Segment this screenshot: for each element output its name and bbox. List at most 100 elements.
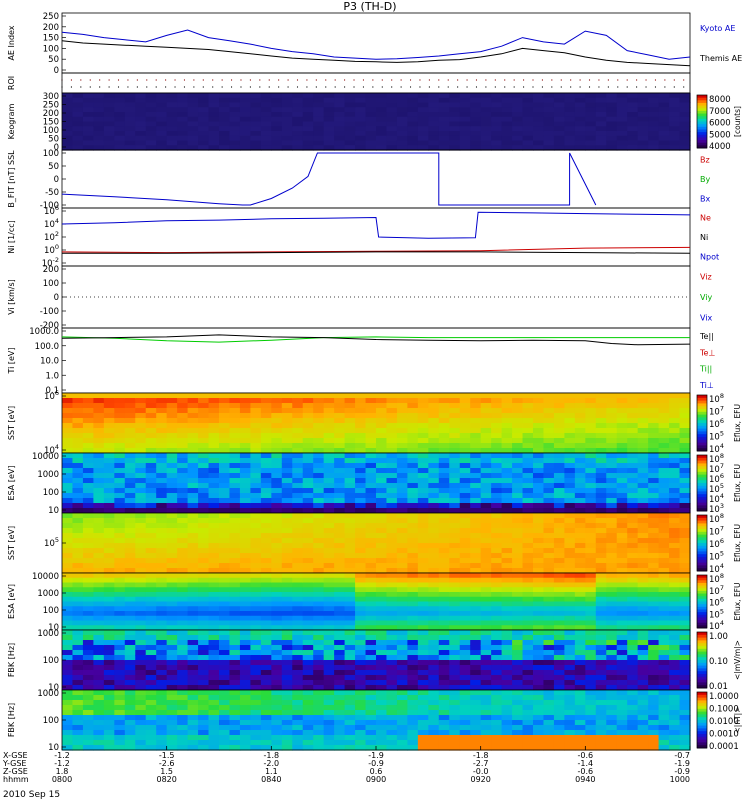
heat-cell (585, 393, 597, 399)
heat-cell (512, 403, 524, 409)
heat-cell (208, 523, 220, 529)
heat-cell (156, 740, 168, 746)
heat-cell (501, 592, 513, 598)
heat-cell (145, 705, 157, 711)
heat-cell (281, 670, 293, 676)
heat-cell (219, 690, 231, 696)
heat-cell (93, 513, 105, 519)
heat-cell (533, 140, 545, 146)
heat-cell (103, 543, 115, 549)
heat-cell (470, 665, 482, 671)
heat-cell (271, 606, 283, 612)
colorbar-fbk_e: 1.000.100.01<|mV/m|> (696, 631, 742, 692)
heat-cell (386, 582, 398, 588)
heat-cell (208, 680, 220, 686)
heat-cell (595, 398, 607, 404)
heat-cell (648, 558, 660, 564)
colorbar-swatch (697, 640, 707, 644)
heat-cell (239, 720, 251, 726)
heat-cell (679, 503, 691, 509)
ytick-label: -100 (40, 307, 59, 317)
heat-cell (658, 592, 670, 598)
heat-cell (145, 483, 157, 489)
roi-dot (504, 79, 506, 81)
heat-cell (386, 102, 398, 108)
heat-cell (365, 403, 377, 409)
heat-cell (669, 670, 681, 676)
heat-cell (229, 93, 241, 99)
heat-cell (376, 625, 388, 631)
heat-cell (679, 468, 691, 474)
heat-cell (145, 735, 157, 741)
heat-cell (553, 131, 565, 137)
heat-cell (344, 121, 356, 127)
heat-cell (491, 553, 503, 559)
roi-dot (108, 79, 110, 81)
roi-dot (315, 86, 317, 88)
heat-cell (135, 615, 147, 622)
heat-cell (239, 121, 251, 127)
colorbar-swatch (697, 403, 707, 407)
heat-cell (93, 528, 105, 534)
colorbar-swatch (697, 108, 707, 112)
heat-cell (585, 601, 597, 607)
heat-cell (260, 393, 272, 399)
heat-cell (553, 606, 565, 612)
heat-cell (198, 563, 210, 569)
heat-cell (365, 503, 377, 509)
heat-cell (386, 592, 398, 598)
heat-cell (250, 513, 262, 519)
heat-cell (156, 558, 168, 564)
heat-cell (271, 97, 283, 104)
heat-cell (239, 448, 251, 454)
heat-cell (658, 473, 670, 479)
heat-cell (512, 630, 524, 636)
colorbar-swatch (697, 625, 707, 629)
heat-cell (553, 620, 565, 626)
heat-cell (533, 116, 545, 123)
heat-cell (187, 418, 199, 424)
heat-cell (82, 582, 94, 588)
heat-cell (323, 140, 335, 146)
heat-cell (250, 640, 262, 646)
heat-cell (302, 523, 314, 529)
heat-cell (533, 493, 545, 499)
heat-cell (156, 518, 168, 524)
heat-cell (449, 448, 461, 454)
roi-dot (466, 79, 468, 81)
heat-cell (281, 582, 293, 588)
heat-cell (658, 558, 670, 564)
heat-cell (271, 433, 283, 439)
heat-cell (386, 675, 398, 681)
heat-cell (522, 393, 534, 399)
heat-cell (658, 568, 670, 574)
heat-cell (679, 518, 691, 524)
heat-cell (145, 438, 157, 444)
heat-cell (302, 625, 314, 631)
heat-cell (145, 508, 157, 514)
heat-cell (219, 587, 231, 593)
heat-cell (543, 548, 555, 554)
colorbar-swatch (697, 423, 707, 427)
heat-cell (62, 135, 74, 142)
heat-cell (543, 428, 555, 434)
heat-cell (219, 635, 231, 641)
heat-cell (187, 650, 199, 656)
heat-cell (229, 655, 241, 661)
heat-cell (606, 650, 618, 656)
heat-cell (407, 145, 419, 151)
heat-cell (522, 398, 534, 404)
heat-cell (177, 443, 189, 449)
heat-cell (124, 543, 136, 549)
heat-cell (114, 730, 126, 736)
heat-cell (606, 428, 618, 434)
heat-cell (239, 740, 251, 746)
heat-cell (302, 528, 314, 534)
colorbar-swatch (697, 676, 707, 681)
heat-cell (82, 140, 94, 146)
heat-cell (281, 518, 293, 524)
heat-cell (281, 680, 293, 686)
heat-cell (459, 670, 471, 676)
heat-cell (145, 635, 157, 641)
heat-cell (135, 740, 147, 746)
